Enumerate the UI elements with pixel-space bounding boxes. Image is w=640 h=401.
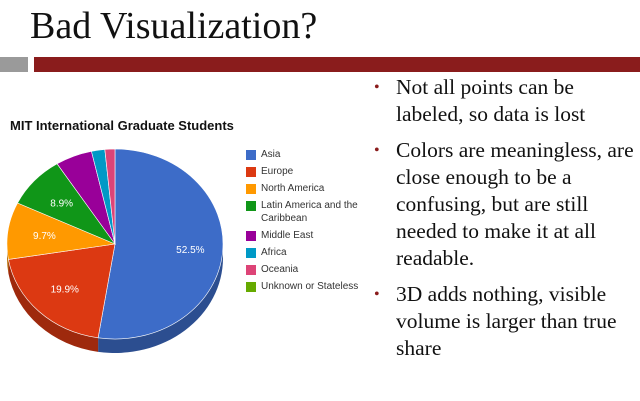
legend-label: North America <box>261 183 325 194</box>
legend-swatch <box>246 231 256 241</box>
bullet-text: 3D adds nothing, visible volume is large… <box>396 282 617 360</box>
bullet-item: • Not all points can be labeled, so data … <box>368 74 640 128</box>
pie-slice <box>97 148 224 340</box>
legend-label: Europe <box>261 166 294 177</box>
pie-data-label: 52.5% <box>176 245 204 256</box>
legend-item: Middle East <box>246 229 362 242</box>
pie-data-label: 9.7% <box>33 231 56 242</box>
bullet-dot: • <box>374 79 380 96</box>
slide-title: Bad Visualization? <box>30 5 318 47</box>
bullet-dot: • <box>374 286 380 303</box>
pie-slice <box>104 148 116 245</box>
legend-item: Asia <box>246 148 362 161</box>
bullet-dot: • <box>374 142 380 159</box>
legend-item: Unknown or Stateless <box>246 280 362 293</box>
legend-label: Unknown or Stateless <box>261 281 359 292</box>
legend-label: Africa <box>261 247 287 258</box>
pie-slice <box>8 243 116 339</box>
chart-title: MIT International Graduate Students <box>10 118 234 133</box>
pie-slice-side <box>7 244 9 274</box>
legend-label: Asia <box>261 149 281 160</box>
pie-chart-svg: 52.5% 19.9% 9.7% 8.9% <box>6 148 224 353</box>
legend-item: Africa <box>246 246 362 259</box>
legend-item: Oceania <box>246 263 362 276</box>
title-accent-gray <box>0 57 28 72</box>
pie-chart: 52.5% 19.9% 9.7% 8.9% MIT International Gra… <box>0 104 362 401</box>
legend-swatch <box>246 201 256 211</box>
legend-label: Latin America and the Caribbean <box>261 200 358 224</box>
bullet-text: Colors are meaningless, are close enough… <box>396 138 634 270</box>
bullet-item: • Colors are meaningless, are close enoug… <box>368 137 640 272</box>
pie-data-label: 8.9% <box>50 198 73 209</box>
legend-swatch <box>246 265 256 275</box>
legend-label: Oceania <box>261 264 299 275</box>
legend-label: Middle East <box>261 230 314 241</box>
pie-slice-side <box>98 244 223 353</box>
legend-swatch <box>246 248 256 258</box>
chart-legend: Asia Europe North America Latin America and… <box>246 148 362 297</box>
legend-item: North America <box>246 182 362 195</box>
pie-data-label: 19.9% <box>51 284 79 295</box>
legend-swatch <box>246 167 256 177</box>
legend-item: Europe <box>246 165 362 178</box>
legend-item: Latin America and the Caribbean <box>246 199 362 225</box>
title-accent-red <box>34 57 640 72</box>
pie-slice-side <box>8 259 99 352</box>
legend-swatch <box>246 184 256 194</box>
bullet-item: • 3D adds nothing, visible volume is larg… <box>368 281 640 362</box>
bullet-list: • Not all points can be labeled, so data … <box>368 74 640 371</box>
legend-swatch <box>246 150 256 160</box>
legend-swatch <box>246 282 256 292</box>
bullet-text: Not all points can be labeled, so data i… <box>396 75 586 126</box>
